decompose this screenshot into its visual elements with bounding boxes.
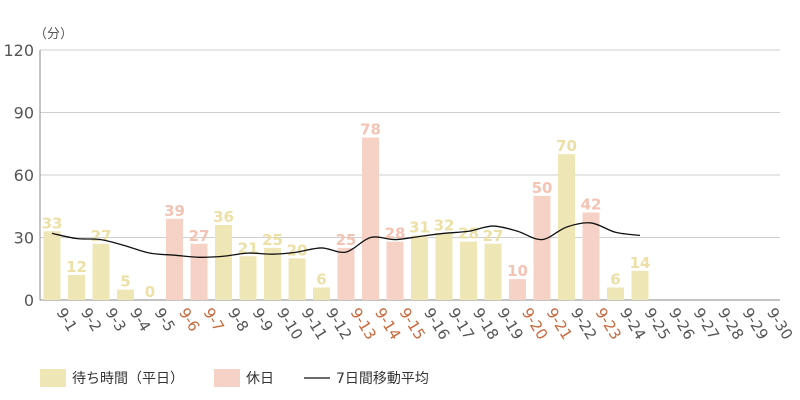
data-label: 50 [532,179,553,197]
x-tick-label: 9-22 [567,305,600,343]
legend-swatch [40,369,66,387]
data-label: 20 [287,241,308,259]
data-label: 36 [213,208,234,226]
x-tick-label: 9-1 [53,305,81,335]
data-label: 28 [458,225,479,243]
data-label: 14 [630,254,651,272]
legend-entry-label: 待ち時間（平日） [72,371,184,387]
x-tick-label: 9-9 [249,305,277,335]
data-label: 12 [66,258,87,276]
x-tick-label: 9-3 [102,305,130,335]
bar [362,137,379,300]
data-label: 33 [42,214,63,232]
data-label: 10 [507,262,528,280]
x-tick-label: 9-16 [420,305,453,343]
x-tick-label: 9-8 [224,305,252,335]
x-tick-label: 9-17 [445,305,478,343]
x-tick-label: 9-25 [641,305,674,343]
x-tick-label: 9-20 [518,305,551,343]
bar [533,195,551,300]
x-tick-label: 9-2 [77,305,105,335]
bar [435,233,453,300]
x-tick-label: 9-24 [616,305,649,343]
data-label: 0 [145,283,155,301]
bar [631,270,649,300]
bar [313,287,330,300]
data-label: 27 [91,227,112,245]
bar [215,225,232,300]
data-label: 6 [316,271,326,289]
bar [264,247,281,300]
bar [411,235,428,300]
x-tick-label: 9-21 [543,305,576,343]
moving-average-line [51,222,641,258]
bar [92,243,110,300]
bar [386,241,404,300]
bar [607,287,624,300]
data-label: 70 [556,137,577,155]
data-label: 32 [434,216,455,234]
data-label: 25 [262,231,283,249]
x-tick-label: 9-19 [494,305,527,343]
x-tick-label: 9-15 [396,305,429,343]
y-tick-label: 0 [24,291,34,310]
x-tick-label: 9-11 [298,305,331,343]
y-tick-label: 30 [14,229,34,248]
x-tick-label: 9-6 [175,305,203,335]
data-label: 27 [483,227,504,245]
bar [337,247,355,300]
legend-entry-label: 7日間移動平均 [336,371,429,387]
data-label: 21 [238,239,259,257]
bar [166,218,183,300]
data-label: 31 [409,218,430,236]
data-label: 6 [610,271,620,289]
x-tick-label: 9-4 [126,305,154,335]
x-tick-label: 9-23 [592,305,625,343]
y-unit-label: （分） [34,27,73,42]
bar [509,279,526,300]
x-tick-label: 9-5 [151,305,179,335]
bar [288,258,306,300]
bar [190,243,208,300]
bar [460,241,477,300]
x-tick-label: 9-18 [469,305,502,343]
y-tick-label: 60 [14,166,34,185]
x-tick-label: 9-28 [714,305,747,343]
data-label: 25 [336,231,357,249]
bar [43,231,61,300]
bar [68,275,85,300]
x-tick-label: 9-30 [763,305,796,343]
x-tick-label: 9-14 [371,305,404,343]
bar [484,243,502,300]
bar [582,212,600,300]
data-label: 78 [360,121,381,139]
y-tick-label: 90 [14,104,34,123]
bar [117,289,134,300]
x-tick-label: 9-26 [665,305,698,343]
data-label: 27 [189,227,210,245]
x-tick-label: 9-10 [273,305,306,343]
data-label: 28 [385,225,406,243]
x-tick-label: 9-7 [200,305,228,335]
bar [239,256,257,300]
data-label: 5 [120,273,130,291]
x-tick-label: 9-12 [322,305,355,343]
y-tick-label: 120 [3,41,34,60]
legend-entry-label: 休日 [246,371,274,387]
x-tick-label: 9-27 [690,305,723,343]
legend-swatch [214,369,240,387]
x-tick-label: 9-13 [347,305,380,343]
data-label: 39 [164,202,185,220]
data-label: 42 [581,196,602,214]
x-tick-label: 9-29 [739,305,772,343]
